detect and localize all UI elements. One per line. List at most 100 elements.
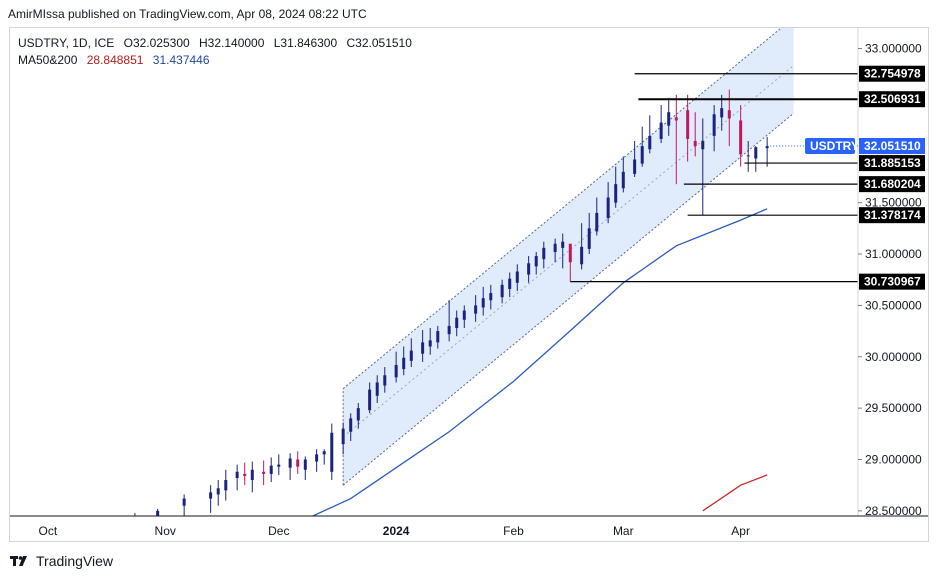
brand-text: TradingView: [36, 553, 114, 569]
candle-body: [394, 364, 398, 378]
price-level-badge: [859, 176, 925, 193]
current-price-label: 32.051510: [864, 139, 921, 153]
candle-body: [606, 197, 610, 219]
price-level-label: 30.730967: [864, 275, 921, 289]
candle-body: [402, 357, 406, 370]
plot-area: [111, 28, 794, 531]
chart-legend: USDTRY, 1D, ICE O32.025300 H32.140000 L3…: [18, 35, 418, 69]
candle-body: [648, 135, 652, 150]
candle-body: [277, 464, 281, 467]
price-level-badge: [859, 91, 925, 108]
y-tick-label: 30.500000: [865, 298, 922, 312]
tradingview-brand[interactable]: TradingView: [10, 553, 113, 569]
y-tick-label: 33.000000: [865, 42, 922, 56]
candle-body: [421, 342, 425, 354]
candle-body: [383, 375, 387, 386]
symbol-badge: [805, 137, 855, 154]
candle-body: [356, 408, 360, 421]
candle-body: [322, 451, 326, 455]
candle-body: [693, 141, 697, 147]
candle-body: [739, 120, 743, 155]
candle-body: [561, 241, 565, 248]
candle-body: [368, 389, 372, 411]
candle-body: [712, 114, 716, 136]
candle-body: [727, 110, 731, 119]
candle-body: [674, 117, 678, 121]
candle-body: [481, 298, 485, 308]
candle-body: [447, 325, 451, 335]
candle-body: [614, 184, 618, 203]
candle-body: [428, 340, 432, 347]
tradingview-logo-icon: [10, 554, 30, 568]
publish-info: AmirMIssa published on TradingView.com, …: [8, 7, 367, 21]
legend-open: O32.025300: [123, 36, 190, 50]
x-tick-label: Mar: [613, 524, 634, 538]
price-level-badge: [859, 273, 925, 290]
legend-ma-label: MA50&200: [18, 53, 78, 67]
candle-body: [330, 432, 334, 472]
candle-body: [667, 112, 671, 126]
legend-symbol: USDTRY, 1D, ICE: [18, 36, 115, 50]
candle-body: [640, 146, 644, 164]
candle-body: [686, 110, 690, 139]
candle-body: [527, 263, 531, 275]
legend-close: C32.051510: [346, 36, 412, 50]
candle-body: [754, 147, 758, 159]
candle-body: [587, 228, 591, 249]
candle-body: [243, 473, 247, 476]
candle-body: [133, 516, 136, 523]
candle-body: [250, 469, 254, 481]
candle-body: [720, 108, 724, 118]
current-price-badge: [859, 137, 925, 154]
ma-slow-line: [312, 208, 768, 516]
candle-body: [349, 418, 353, 432]
candle-body: [621, 171, 625, 189]
candle-body: [659, 122, 663, 139]
candle-body: [515, 271, 519, 283]
y-tick-label: 28.500000: [865, 504, 922, 518]
price-level-label: 31.378174: [864, 208, 921, 222]
candle-body: [288, 458, 292, 468]
y-tick-label: 29.500000: [865, 401, 922, 415]
candle-body: [296, 459, 300, 467]
candle-body: [235, 471, 239, 478]
x-tick-label: Oct: [39, 524, 58, 538]
channel-upper-line: [342, 28, 782, 389]
candle-body: [500, 284, 504, 298]
candle-body: [111, 523, 114, 531]
candle-body: [269, 465, 273, 474]
trend-channel: [343, 28, 794, 486]
y-tick-label: 31.000000: [865, 247, 922, 261]
price-level-label: 32.754978: [864, 67, 921, 81]
symbol-badge-label: USDTRY: [810, 139, 859, 153]
price-level-label: 31.885153: [864, 156, 921, 170]
candle-body: [156, 510, 160, 516]
candle-body: [436, 331, 440, 343]
channel-mid-line: [342, 65, 794, 438]
candle-body: [489, 293, 493, 301]
candle-body: [568, 243, 572, 263]
price-level-badge: [859, 207, 925, 224]
candle-body: [182, 498, 186, 506]
candle-body: [701, 141, 705, 150]
candle-body: [746, 155, 750, 157]
price-level-badge: [859, 155, 925, 172]
candle-body: [474, 305, 478, 314]
candle-body: [315, 454, 319, 462]
candle-body: [262, 471, 266, 474]
x-tick-label: Nov: [155, 524, 176, 538]
price-level-label: 31.680204: [864, 177, 921, 191]
candle-body: [303, 459, 307, 470]
candle-body: [375, 382, 379, 396]
price-level-label: 32.506931: [864, 92, 921, 106]
candle-body: [580, 246, 584, 265]
legend-ma200-value: 31.437446: [152, 53, 210, 67]
legend-low: L31.846300: [273, 36, 338, 50]
candle-body: [341, 428, 345, 445]
x-tick-label: Dec: [268, 524, 289, 538]
ma-fast-line: [702, 474, 768, 512]
candle-body: [209, 492, 213, 499]
candle-body: [765, 146, 769, 149]
y-tick-label: 29.000000: [865, 452, 922, 466]
